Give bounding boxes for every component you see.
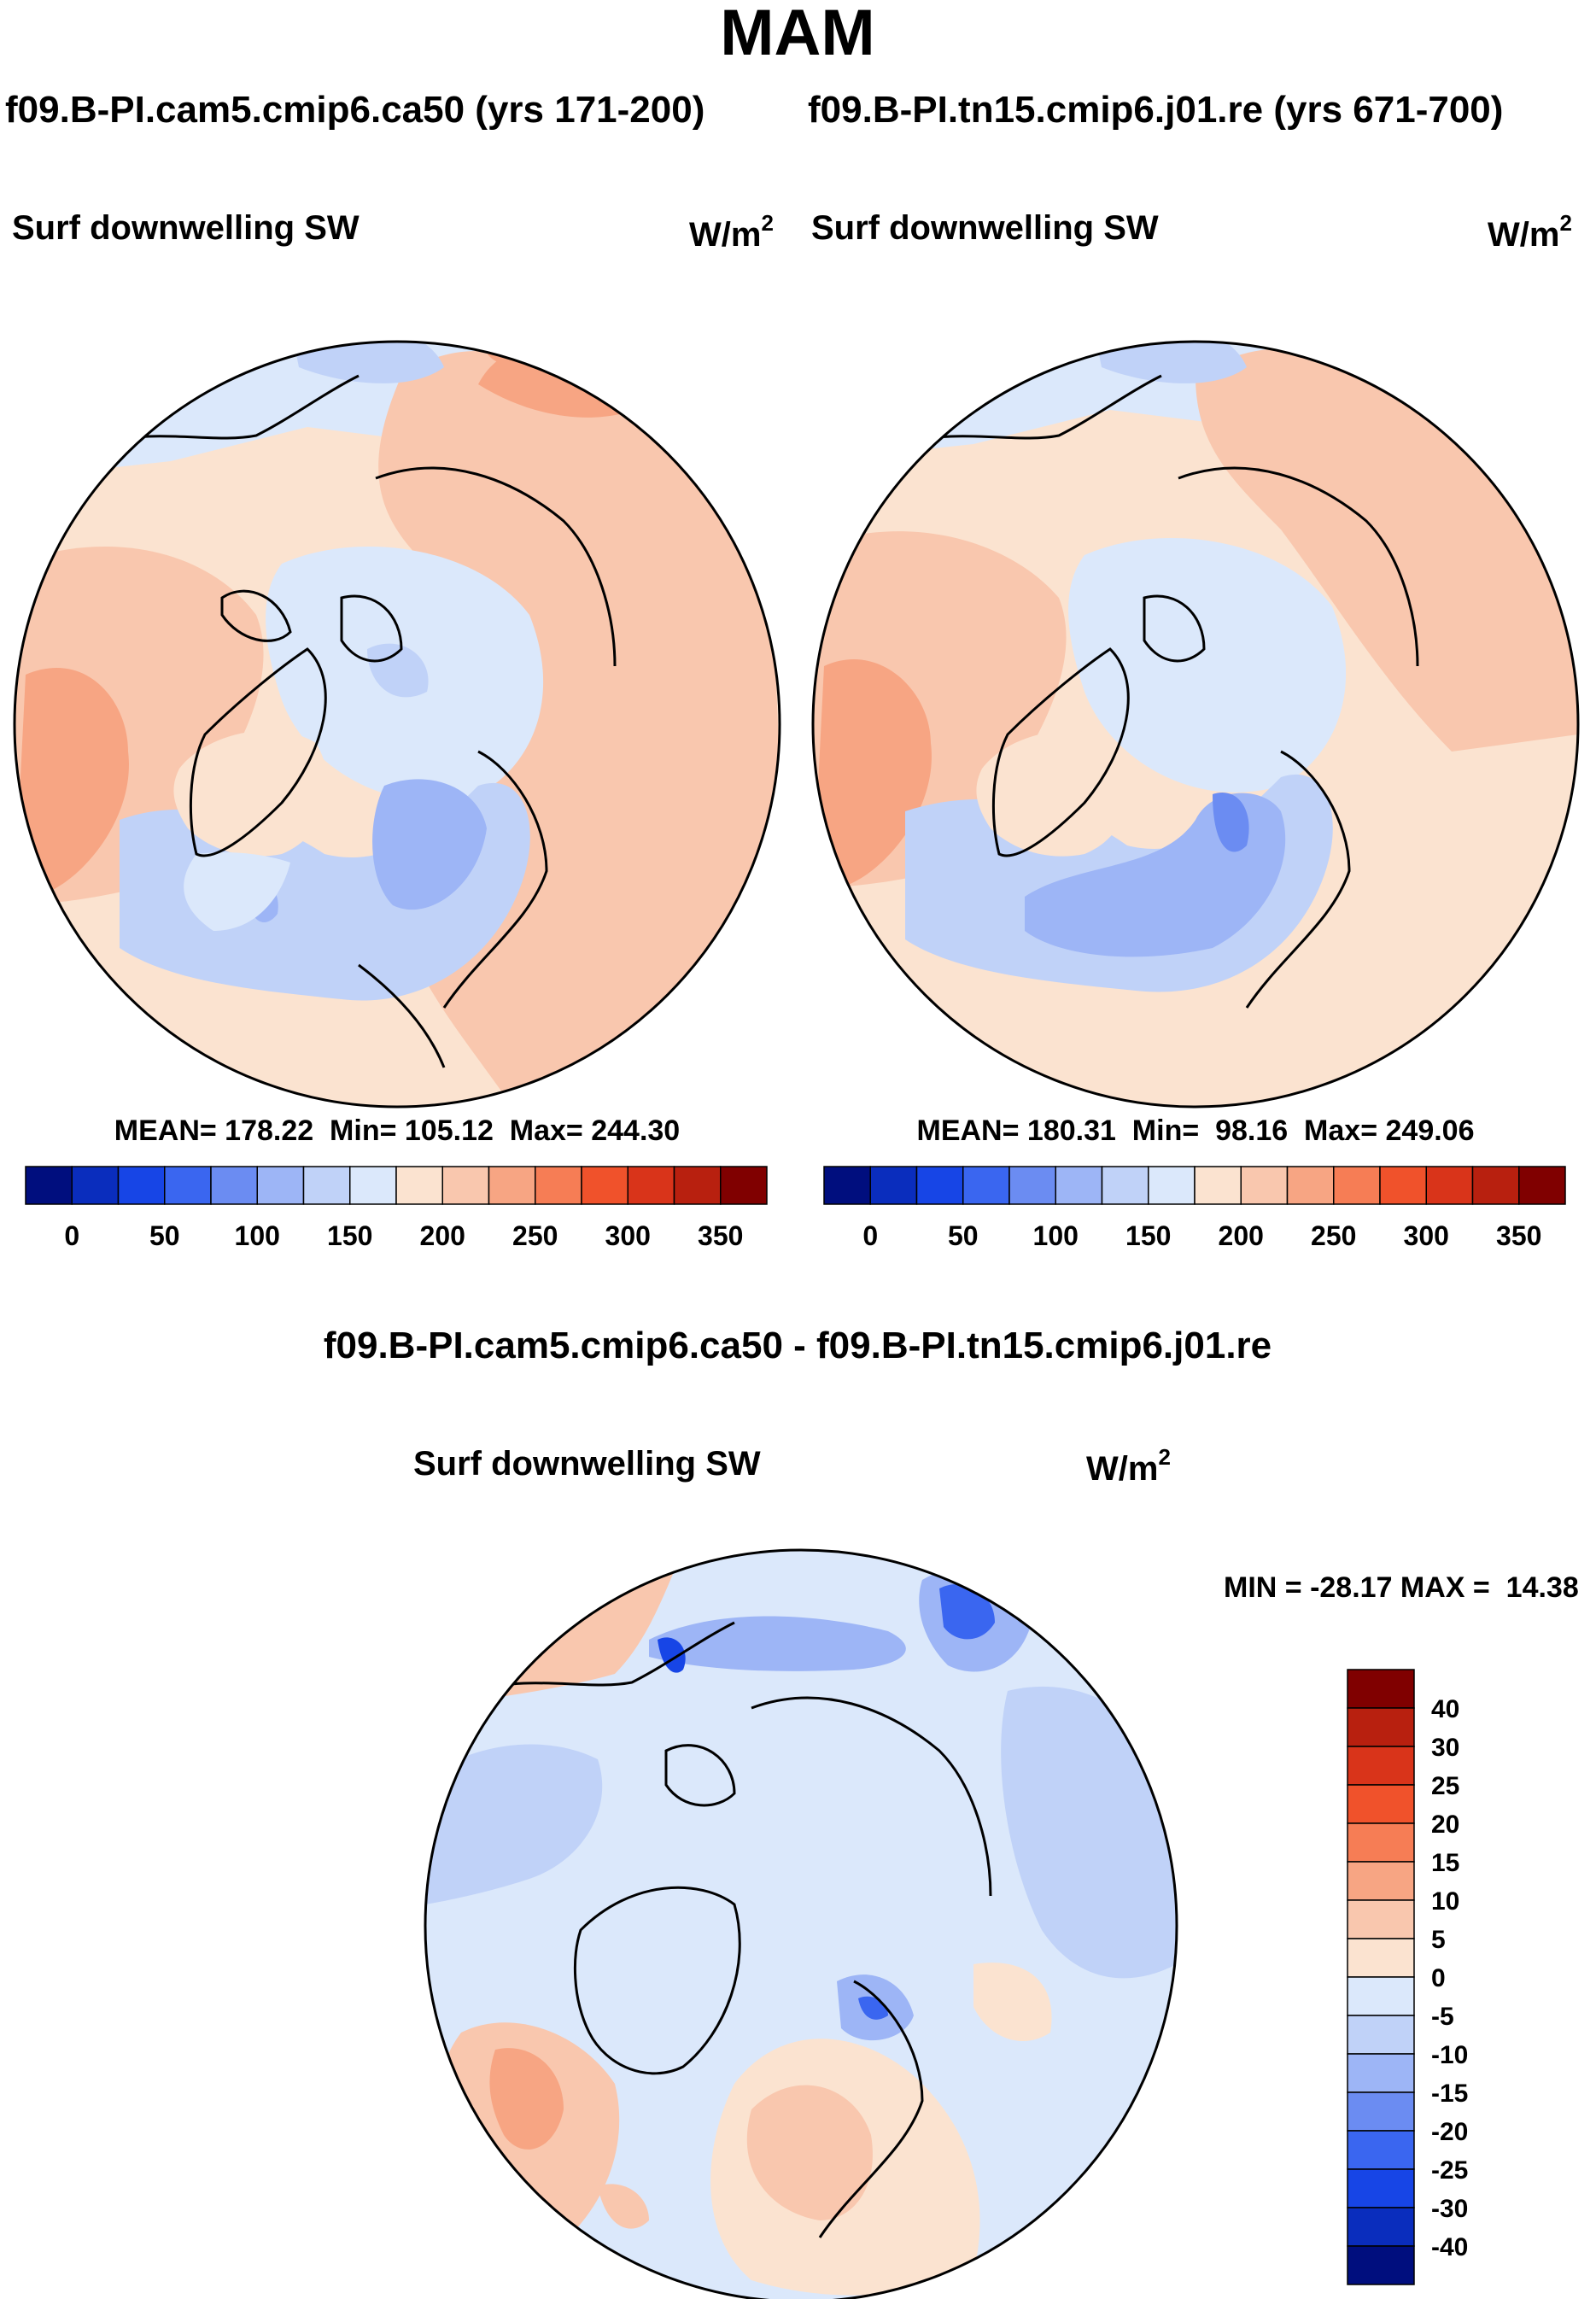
colorbar-swatch [915, 1166, 964, 1205]
colorbar-tick-label: 350 [1496, 1220, 1541, 1251]
colorbar-swatch [1148, 1166, 1196, 1205]
colorbar-swatch [1518, 1166, 1566, 1205]
panel2-stats: MEAN= 180.31 Min= 98.16 Max= 249.06 [917, 1114, 1475, 1147]
colorbar-swatch [720, 1166, 768, 1205]
colorbar-swatch [210, 1166, 258, 1205]
colorbar-swatch [1347, 2130, 1415, 2170]
colorbar-swatch [581, 1166, 628, 1205]
colorbar-swatch [164, 1166, 212, 1205]
colorbar-tick-label: 50 [948, 1220, 979, 1251]
colorbar-swatch [256, 1166, 305, 1205]
diff-title: f09.B-PI.cam5.cmip6.ca50 - f09.B-PI.tn15… [324, 1325, 1272, 1366]
colorbar-tick-label: 40 [1431, 1695, 1459, 1723]
colorbar-swatch [349, 1166, 397, 1205]
colorbar-swatch [1471, 1166, 1520, 1205]
map-panel-j01 [811, 340, 1580, 1109]
colorbar-swatch [1347, 1822, 1415, 1863]
panel1-colorbar: 0 50 100 150 200 250 300 350 [25, 1166, 768, 1251]
colorbar-tick-label: 15 [1431, 1849, 1459, 1877]
colorbar-tick-label: 20 [1431, 1811, 1459, 1839]
panel3-stats: MIN = -28.17 MAX = 14.38 [1224, 1571, 1579, 1604]
colorbar-tick-label: -5 [1431, 2003, 1454, 2031]
colorbar-swatch [1008, 1166, 1056, 1205]
colorbar-swatch [1347, 1784, 1415, 1824]
colorbar-swatch [627, 1166, 675, 1205]
colorbar-swatch [441, 1166, 490, 1205]
colorbar-swatch [1194, 1166, 1242, 1205]
colorbar-tick-label: 0 [862, 1220, 878, 1251]
colorbar-swatch [1333, 1166, 1381, 1205]
colorbar-swatch [1347, 1707, 1415, 1747]
colorbar-tick-label: -30 [1431, 2195, 1468, 2223]
colorbar-tick-label: -20 [1431, 2118, 1468, 2146]
map-panel-diff [424, 1548, 1178, 2299]
colorbar-swatch [1101, 1166, 1149, 1205]
colorbar-swatch [1347, 1669, 1415, 1709]
colorbar-swatch [1347, 2091, 1415, 2132]
colorbar-swatch [1347, 1861, 1415, 1901]
colorbar-swatch [1425, 1166, 1474, 1205]
colorbar-swatch [869, 1166, 918, 1205]
colorbar-swatch [1286, 1166, 1335, 1205]
colorbar-swatch [673, 1166, 722, 1205]
colorbar-swatch [1240, 1166, 1289, 1205]
panel1-variable: Surf downwelling SW [12, 209, 360, 247]
colorbar-tick-label: 10 [1431, 1887, 1459, 1916]
colorbar-swatch [395, 1166, 443, 1205]
colorbar-swatch [823, 1166, 871, 1205]
colorbar-swatch [962, 1166, 1010, 1205]
colorbar-tick-label: -15 [1431, 2080, 1468, 2108]
colorbar-tick-label: 200 [1219, 1220, 1264, 1251]
colorbar-swatch [1347, 1938, 1415, 1978]
colorbar-swatch [535, 1166, 582, 1205]
panel3-colorbar: 40 30 25 20 15 10 5 0 -5 -10 -15 -20 -25 -30 -40 [1347, 1669, 1468, 2285]
colorbar-swatch [117, 1166, 166, 1205]
colorbar-swatch [1347, 2207, 1415, 2247]
panel3-units: W/m2 [1086, 1444, 1171, 1488]
map-panel-ca50 [13, 340, 781, 1109]
colorbar-swatch [1347, 1976, 1415, 2016]
colorbar-swatch [1347, 2168, 1415, 2208]
colorbar-tick-label: 30 [1431, 1734, 1459, 1762]
colorbar-tick-label: 250 [512, 1220, 558, 1251]
subtitle-left: f09.B-PI.cam5.cmip6.ca50 (yrs 171-200) [5, 89, 704, 131]
figure-title: MAM [720, 0, 875, 69]
colorbar-swatch [1379, 1166, 1427, 1205]
colorbar-tick-label: 350 [698, 1220, 743, 1251]
colorbar-swatch [25, 1166, 73, 1205]
colorbar-tick-label: -10 [1431, 2041, 1468, 2069]
subtitle-right: f09.B-PI.tn15.cmip6.j01.re (yrs 671-700) [808, 89, 1503, 131]
colorbar-swatch [1347, 1899, 1415, 1939]
panel1-stats: MEAN= 178.22 Min= 105.12 Max= 244.30 [114, 1114, 680, 1147]
colorbar-swatch [1347, 2053, 1415, 2093]
colorbar-swatch [488, 1166, 536, 1205]
colorbar-tick-label: -25 [1431, 2156, 1468, 2185]
colorbar-tick-label: 0 [1431, 1964, 1446, 1992]
colorbar-tick-label: 200 [420, 1220, 465, 1251]
panel2-units: W/m2 [1488, 210, 1572, 254]
colorbar-swatch [1347, 2245, 1415, 2285]
colorbar-swatch [1055, 1166, 1103, 1205]
colorbar-tick-label: 100 [1033, 1220, 1079, 1251]
colorbar-tick-label: 150 [327, 1220, 372, 1251]
panel2-variable: Surf downwelling SW [811, 209, 1159, 247]
panel3-variable: Surf downwelling SW [413, 1445, 761, 1483]
colorbar-swatch [1347, 2015, 1415, 2055]
colorbar-tick-label: -40 [1431, 2233, 1468, 2261]
colorbar-tick-label: 150 [1125, 1220, 1171, 1251]
colorbar-tick-label: 300 [605, 1220, 651, 1251]
colorbar-tick-label: 50 [149, 1220, 180, 1251]
colorbar-tick-label: 300 [1404, 1220, 1449, 1251]
colorbar-swatch [71, 1166, 120, 1205]
colorbar-swatch [302, 1166, 351, 1205]
panel1-units: W/m2 [689, 210, 774, 254]
colorbar-swatch [1347, 1746, 1415, 1786]
panel2-colorbar: 0 50 100 150 200 250 300 350 [823, 1166, 1566, 1251]
colorbar-tick-label: 25 [1431, 1772, 1459, 1800]
colorbar-tick-label: 250 [1311, 1220, 1356, 1251]
colorbar-tick-label: 5 [1431, 1926, 1446, 1954]
colorbar-tick-label: 0 [64, 1220, 79, 1251]
colorbar-tick-label: 100 [235, 1220, 280, 1251]
